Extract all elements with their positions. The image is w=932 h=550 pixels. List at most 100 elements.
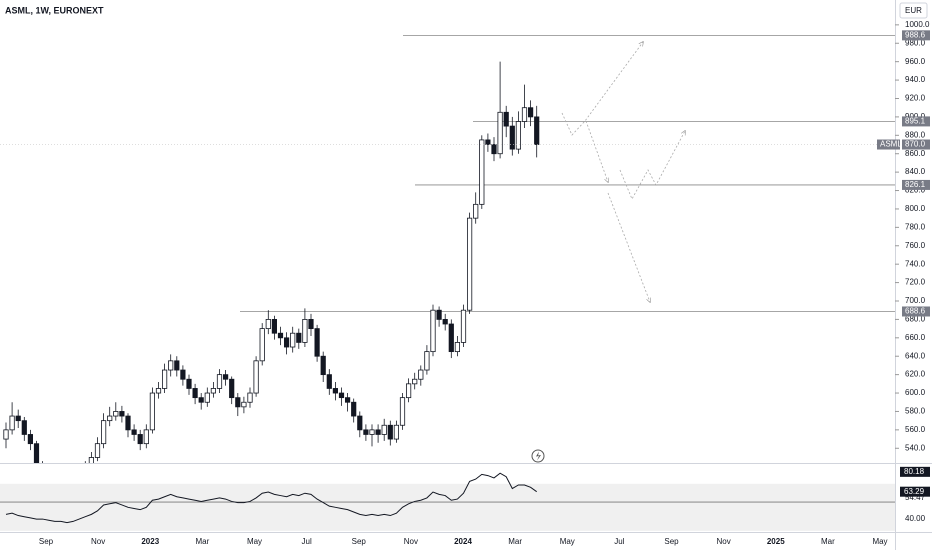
x-tick-label: 2023	[141, 537, 159, 546]
candle-body	[222, 374, 229, 380]
x-tick-label: Sep	[39, 537, 54, 546]
candle-body	[168, 360, 174, 371]
y-tick-label: 700.0	[905, 296, 926, 305]
rsi-line	[5, 472, 537, 524]
y-tick-label: 860.0	[905, 149, 926, 158]
time-axis: Sep Nov 2023 Mar May Jul Sep Nov 2024 Mar May Jul Se…	[39, 537, 888, 546]
candle-body	[186, 378, 192, 389]
candle-body	[198, 397, 204, 403]
currency-box[interactable]	[899, 2, 928, 19]
candle-body	[528, 107, 534, 118]
y-tick-label: 680.0	[905, 315, 926, 324]
x-tick-label: Mar	[508, 537, 522, 546]
chart-title: ASML, 1W, EURONEXT	[5, 5, 104, 15]
y-tick-label: 540.0	[905, 443, 926, 452]
level-label: 895.1	[905, 117, 926, 126]
projection-drop	[607, 192, 650, 302]
candle-body	[320, 355, 326, 376]
candle-body	[534, 116, 540, 145]
candle-body	[503, 111, 509, 127]
candle-body	[155, 388, 162, 394]
candle-body	[15, 415, 21, 422]
candle-body	[460, 309, 467, 343]
candle-body	[405, 383, 412, 399]
x-tick-label: Sep	[352, 537, 367, 546]
candle-body	[149, 392, 155, 431]
candle-body	[290, 332, 296, 348]
y-tick-label: 600.0	[905, 388, 926, 397]
y-tick-label: 980.0	[905, 38, 926, 47]
candle-body	[357, 415, 363, 431]
y-tick-label: 760.0	[905, 241, 926, 250]
y-tick-label: 880.0	[905, 130, 926, 139]
y-tick-label: 780.0	[905, 222, 926, 231]
y-tick-label: 620.0	[905, 370, 926, 379]
candle-body	[442, 319, 448, 325]
y-tick-label: 560.0	[905, 425, 926, 434]
candle-body	[253, 360, 259, 394]
candle-body	[466, 217, 473, 311]
y-tick-label: 920.0	[905, 94, 926, 103]
candle-body	[27, 434, 34, 445]
candle-body	[283, 337, 290, 348]
y-tick-label: 580.0	[905, 407, 926, 416]
candle-body	[161, 369, 168, 389]
candle-body	[314, 328, 320, 357]
candle-body	[491, 144, 497, 155]
rsi-high-box	[900, 466, 930, 477]
symbol-box	[877, 139, 900, 150]
candle-body	[332, 388, 339, 394]
level-label-box	[902, 306, 930, 317]
candle-body	[509, 125, 515, 150]
candle-body	[369, 429, 375, 435]
candle-body	[338, 392, 345, 399]
projection-bounce	[619, 131, 685, 200]
candle-body	[143, 429, 149, 445]
candle-body	[259, 328, 265, 362]
candle-body	[125, 415, 131, 431]
candle-body	[119, 411, 125, 417]
candle-body	[448, 323, 454, 353]
y-tick-label: 800.0	[905, 204, 926, 213]
candle-body	[381, 424, 387, 435]
x-tick-label: 2024	[454, 537, 472, 546]
y-tick-label: 640.0	[905, 351, 926, 360]
x-tick-label: May	[872, 537, 887, 546]
level-label: 988.6	[905, 30, 926, 39]
candle-body	[265, 319, 271, 330]
y-tick-label: 740.0	[905, 259, 926, 268]
candle-body	[412, 378, 418, 385]
x-tick-label: May	[560, 537, 575, 546]
candle-body	[351, 401, 357, 417]
candle-body	[454, 342, 461, 353]
candle-body	[424, 351, 430, 371]
candle-body	[247, 392, 253, 403]
candle-body	[210, 388, 216, 394]
level-label-box	[902, 116, 930, 127]
candle-body	[192, 388, 198, 399]
rsi-pane	[0, 472, 895, 531]
y-tick-label: 820.0	[905, 186, 926, 195]
y-tick-label: 960.0	[905, 57, 926, 66]
candle-body	[473, 203, 479, 219]
y-tick-label: 1000.0	[905, 20, 930, 29]
candle-body	[521, 107, 528, 122]
candle-body	[21, 420, 27, 435]
candle-body	[180, 369, 186, 380]
candle-body	[418, 369, 424, 380]
price-axis: 1000.0980.0960.0940.0920.0900.0880.0860.…	[877, 20, 930, 523]
level-label-box	[902, 179, 930, 190]
symbol-label: ASML	[880, 140, 902, 149]
candle-body	[436, 309, 442, 320]
candle-body	[241, 401, 247, 408]
x-tick-label: Nov	[91, 537, 105, 546]
candle-body	[393, 424, 400, 440]
currency: EUR	[905, 6, 922, 15]
candle-body	[33, 443, 40, 463]
candle-body	[113, 411, 119, 417]
x-tick-label: Jul	[614, 537, 624, 546]
x-tick-label: Mar	[821, 537, 835, 546]
candle-body	[430, 309, 436, 353]
